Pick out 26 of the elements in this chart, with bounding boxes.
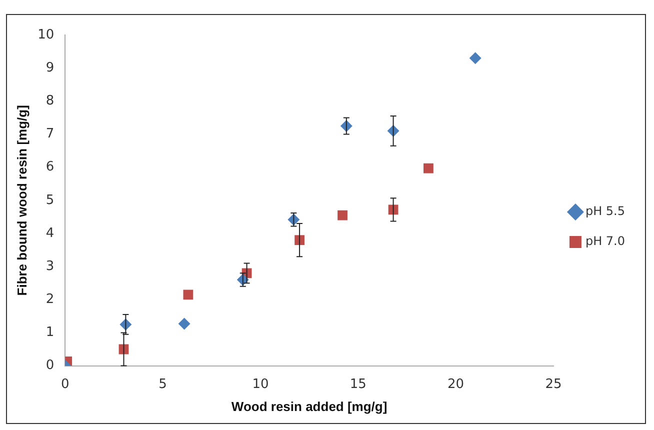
- x-tick-label: 20: [448, 376, 464, 392]
- x-tick-label: 10: [252, 376, 269, 392]
- y-tick-label: 4: [46, 226, 54, 241]
- y-tick-label: 10: [38, 27, 54, 42]
- y-tick-label: 5: [46, 192, 54, 208]
- x-tick-label: 25: [545, 376, 562, 392]
- x-tick-label: 5: [158, 376, 167, 392]
- x-tick-label: 0: [61, 376, 70, 392]
- point: [338, 210, 348, 220]
- point: [178, 318, 190, 330]
- y-tick-label: 9: [46, 60, 54, 76]
- x-tick-label: 15: [350, 376, 366, 392]
- y-tick-label: 8: [46, 94, 54, 109]
- y-tick-label: 6: [46, 160, 54, 175]
- y-tick-label: 3: [46, 258, 54, 274]
- y-axis-title: Fibre bound wood resin [mg/g]: [14, 105, 30, 296]
- legend-label: pH 7.0: [585, 234, 626, 248]
- y-tick-label: 7: [46, 126, 54, 142]
- x-axis-title: Wood resin added [mg/g]: [231, 398, 388, 414]
- y-tick-label: 2: [46, 292, 54, 308]
- point: [183, 290, 194, 300]
- point: [469, 52, 482, 64]
- legend-label: pH 5.5: [585, 204, 626, 218]
- point: [424, 163, 434, 174]
- y-tick-label: 0: [46, 358, 54, 374]
- y-tick-label: 1: [46, 325, 54, 340]
